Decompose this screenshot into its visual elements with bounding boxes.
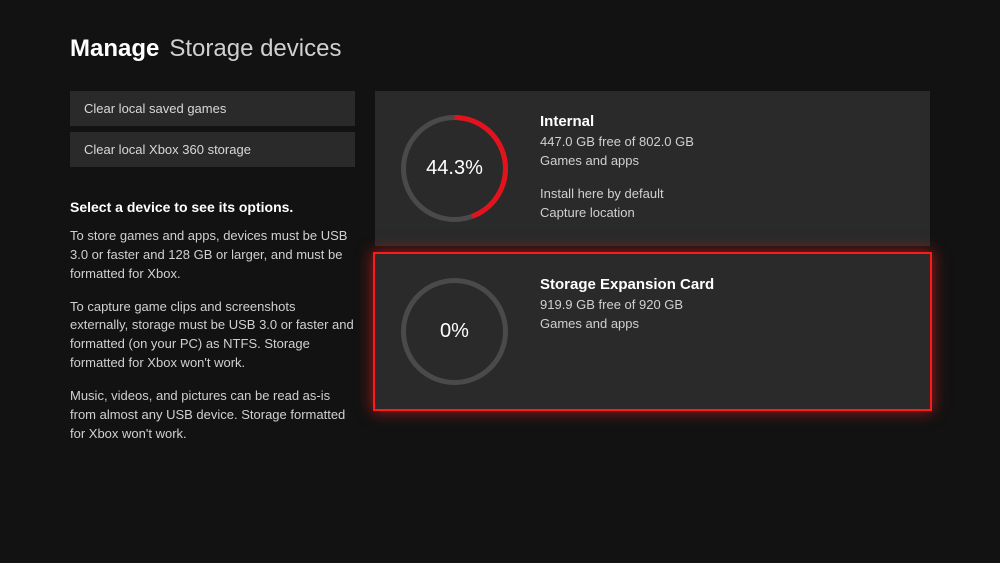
- button-label: Clear local saved games: [84, 101, 226, 116]
- device-flag-line: Install here by default: [540, 185, 908, 204]
- device-category: Games and apps: [540, 152, 908, 171]
- usage-percent-label: 0%: [397, 274, 512, 389]
- button-label: Clear local Xbox 360 storage: [84, 142, 251, 157]
- device-category: Games and apps: [540, 315, 908, 334]
- device-flag-line: Capture location: [540, 204, 908, 223]
- header-light: Storage devices: [169, 35, 341, 63]
- help-paragraph-3: Music, videos, and pictures can be read …: [70, 387, 355, 444]
- usage-percent-label: 44.3%: [397, 111, 512, 226]
- page-header: Manage Storage devices: [70, 35, 930, 63]
- device-info: Storage Expansion Card 919.9 GB free of 9…: [540, 274, 908, 334]
- storage-device-card[interactable]: 0% Storage Expansion Card 919.9 GB free of…: [375, 254, 930, 409]
- device-name: Internal: [540, 113, 908, 130]
- help-paragraph-1: To store games and apps, devices must be…: [70, 227, 355, 284]
- device-info: Internal 447.0 GB free of 802.0 GBGames a…: [540, 111, 908, 222]
- left-column: Clear local saved games Clear local Xbox…: [70, 91, 355, 457]
- usage-gauge: 0%: [397, 274, 512, 389]
- device-flags: Install here by defaultCapture location: [540, 185, 908, 223]
- header-bold: Manage: [70, 35, 159, 63]
- device-name: Storage Expansion Card: [540, 276, 908, 293]
- device-free-space: 447.0 GB free of 802.0 GB: [540, 133, 908, 152]
- select-device-prompt: Select a device to see its options.: [70, 199, 355, 215]
- usage-gauge: 44.3%: [397, 111, 512, 226]
- device-free-space: 919.9 GB free of 920 GB: [540, 296, 908, 315]
- storage-device-card[interactable]: 44.3% Internal 447.0 GB free of 802.0 GBGa…: [375, 91, 930, 246]
- devices-panel: 44.3%Internal447.0 GB free of 802.0 GBGa…: [375, 91, 930, 457]
- clear-xbox360-storage-button[interactable]: Clear local Xbox 360 storage: [70, 132, 355, 167]
- help-paragraph-2: To capture game clips and screenshots ex…: [70, 298, 355, 373]
- clear-saved-games-button[interactable]: Clear local saved games: [70, 91, 355, 126]
